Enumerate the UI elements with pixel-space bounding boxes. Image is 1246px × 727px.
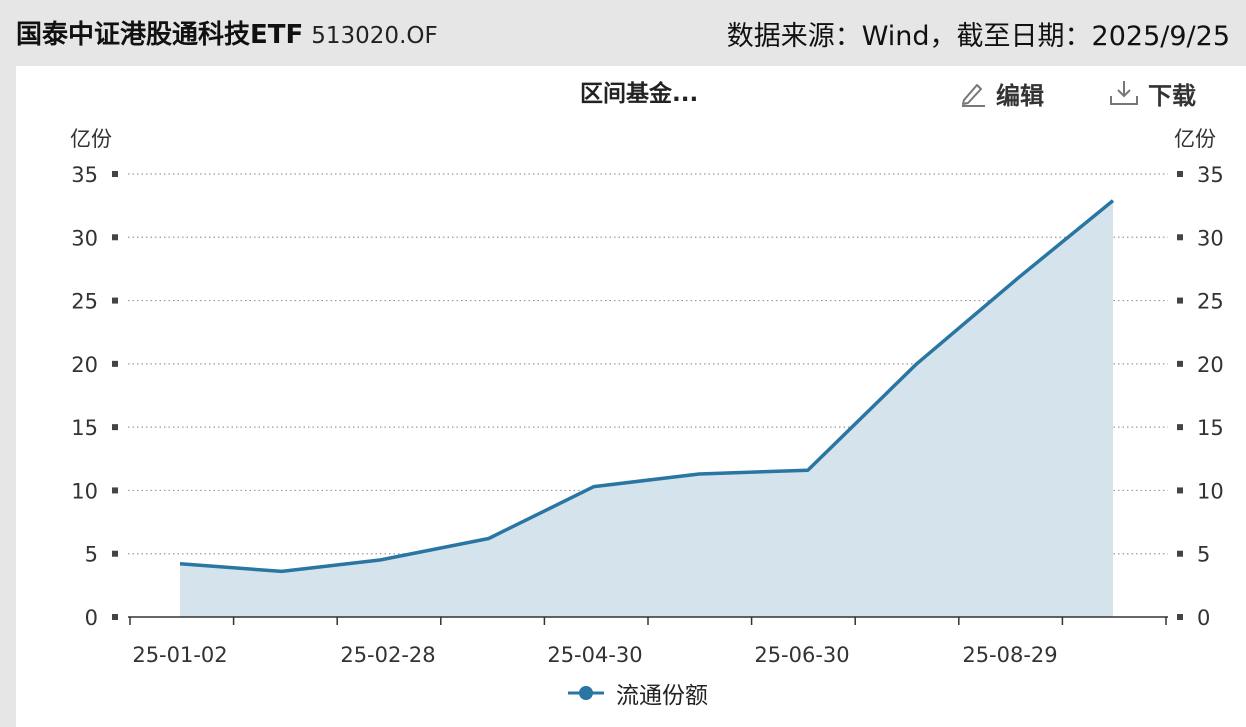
y-tick-label-left: 20	[71, 353, 98, 377]
y-tick-label-right: 35	[1197, 163, 1224, 187]
y-tick-mark-right	[1177, 550, 1183, 557]
pencil-icon	[958, 78, 988, 108]
y-tick-mark-left	[112, 487, 118, 494]
fund-name: 国泰中证港股通科技ETF	[16, 20, 304, 50]
y-tick-mark-right	[1177, 297, 1183, 304]
y-tick-mark-left	[112, 550, 118, 557]
y-tick-mark-left	[112, 360, 118, 367]
series-area-fill	[180, 200, 1113, 617]
legend-series-marker	[568, 686, 604, 700]
y-tick-mark-left	[112, 614, 118, 620]
y-tick-mark-right	[1177, 234, 1183, 241]
chart-title: 区间基金...	[580, 81, 699, 107]
y-axis-label-left: 亿份	[70, 127, 112, 151]
legend[interactable]: 流通份额	[566, 676, 708, 710]
y-tick-mark-right	[1177, 487, 1183, 494]
legend-series-label: 流通份额	[616, 683, 708, 709]
x-tick-label: 25-01-02	[132, 643, 227, 667]
fund-code: 513020.OF	[311, 23, 438, 49]
y-tick-label-right: 5	[1197, 543, 1210, 567]
y-tick-label-right: 10	[1197, 479, 1224, 503]
y-tick-mark-right	[1177, 614, 1183, 620]
x-tick-label: 25-08-29	[962, 643, 1057, 667]
y-tick-mark-left	[112, 171, 118, 177]
header-bar: 国泰中证港股通科技ETF 513020.OF 数据来源：Wind，截至日期：202…	[0, 0, 1246, 66]
y-tick-label-right: 20	[1197, 353, 1224, 377]
download-label: 下载	[1148, 81, 1196, 110]
y-tick-label-right: 25	[1197, 290, 1224, 314]
y-axis-label-right: 亿份	[1174, 127, 1216, 151]
y-tick-mark-left	[112, 297, 118, 304]
y-tick-mark-right	[1177, 424, 1183, 431]
y-tick-label-left: 25	[71, 290, 98, 314]
y-tick-label-left: 0	[85, 606, 98, 630]
data-source-label: 数据来源：Wind，截至日期：2025/9/25	[726, 21, 1230, 52]
y-tick-label-left: 15	[71, 416, 98, 440]
series-line	[179, 199, 1115, 574]
edit-button[interactable]: 编辑	[958, 76, 1044, 110]
x-tick-label: 25-02-28	[340, 643, 435, 667]
y-tick-label-left: 35	[71, 163, 98, 187]
edit-label: 编辑	[996, 81, 1044, 110]
y-tick-label-left: 5	[85, 543, 98, 567]
y-tick-mark-right	[1177, 171, 1183, 177]
y-tick-mark-right	[1177, 360, 1183, 367]
download-icon	[1108, 78, 1140, 108]
x-tick-label: 25-04-30	[547, 643, 642, 667]
y-tick-label-right: 15	[1197, 416, 1224, 440]
y-tick-label-right: 0	[1197, 606, 1210, 630]
x-tick-label: 25-06-30	[754, 643, 849, 667]
download-button[interactable]: 下载	[1108, 76, 1196, 110]
y-tick-mark-left	[112, 234, 118, 241]
y-tick-mark-left	[112, 424, 118, 431]
y-tick-label-right: 30	[1197, 226, 1224, 250]
y-tick-label-left: 30	[71, 226, 98, 250]
y-tick-label-left: 10	[71, 479, 98, 503]
fund-title: 国泰中证港股通科技ETF 513020.OF	[16, 14, 438, 51]
